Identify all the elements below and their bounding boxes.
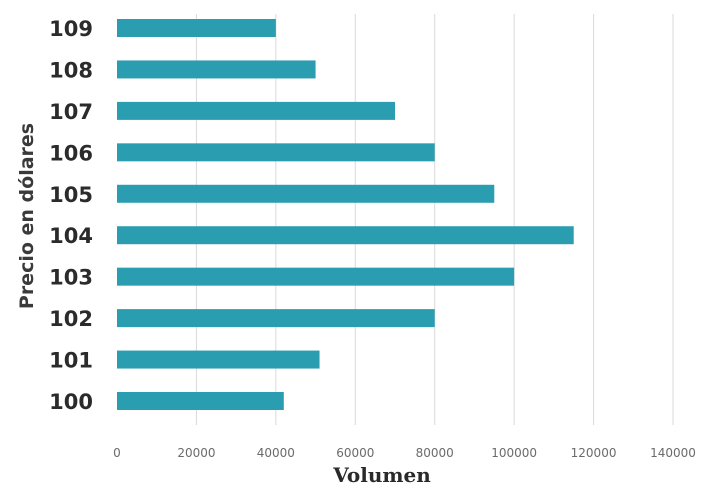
category-label: 101	[49, 349, 93, 373]
y-axis-title: Precio en dólares	[16, 123, 38, 309]
x-tick-label: 120000	[571, 446, 617, 460]
bar-104	[117, 226, 574, 245]
category-label: 108	[49, 58, 93, 82]
grid-lines	[195, 14, 674, 425]
x-tick-label: 40000	[257, 446, 295, 460]
category-label: 103	[49, 266, 93, 290]
category-label: 100	[49, 390, 93, 414]
x-tick-label: 0	[113, 446, 121, 460]
category-label: 105	[49, 183, 93, 207]
category-label: 102	[49, 307, 93, 331]
bar-102	[117, 309, 435, 328]
bar-106	[117, 143, 435, 162]
category-label: 107	[49, 100, 93, 124]
category-label: 104	[49, 224, 93, 248]
x-tick-labels: 0 20000 40000 60000 80000 100000 120000 140000	[113, 446, 696, 460]
category-labels: 100 101 102 103 104 105 106 107 108 109	[49, 17, 93, 414]
bar-100	[117, 392, 284, 410]
x-tick-label: 20000	[177, 446, 215, 460]
x-axis-title: Volumen	[332, 463, 431, 487]
bar-107	[117, 101, 395, 120]
x-tick-label: 80000	[416, 446, 454, 460]
bar-101	[117, 350, 320, 369]
category-label: 106	[49, 141, 93, 165]
category-label: 109	[49, 17, 93, 41]
bar-103	[117, 267, 515, 286]
x-tick-label: 100000	[491, 446, 537, 460]
bar-108	[117, 60, 316, 79]
x-tick-label: 60000	[336, 446, 374, 460]
bars	[117, 19, 574, 410]
x-tick-label: 140000	[650, 446, 696, 460]
bar-105	[117, 184, 495, 203]
bar-109	[117, 19, 276, 37]
